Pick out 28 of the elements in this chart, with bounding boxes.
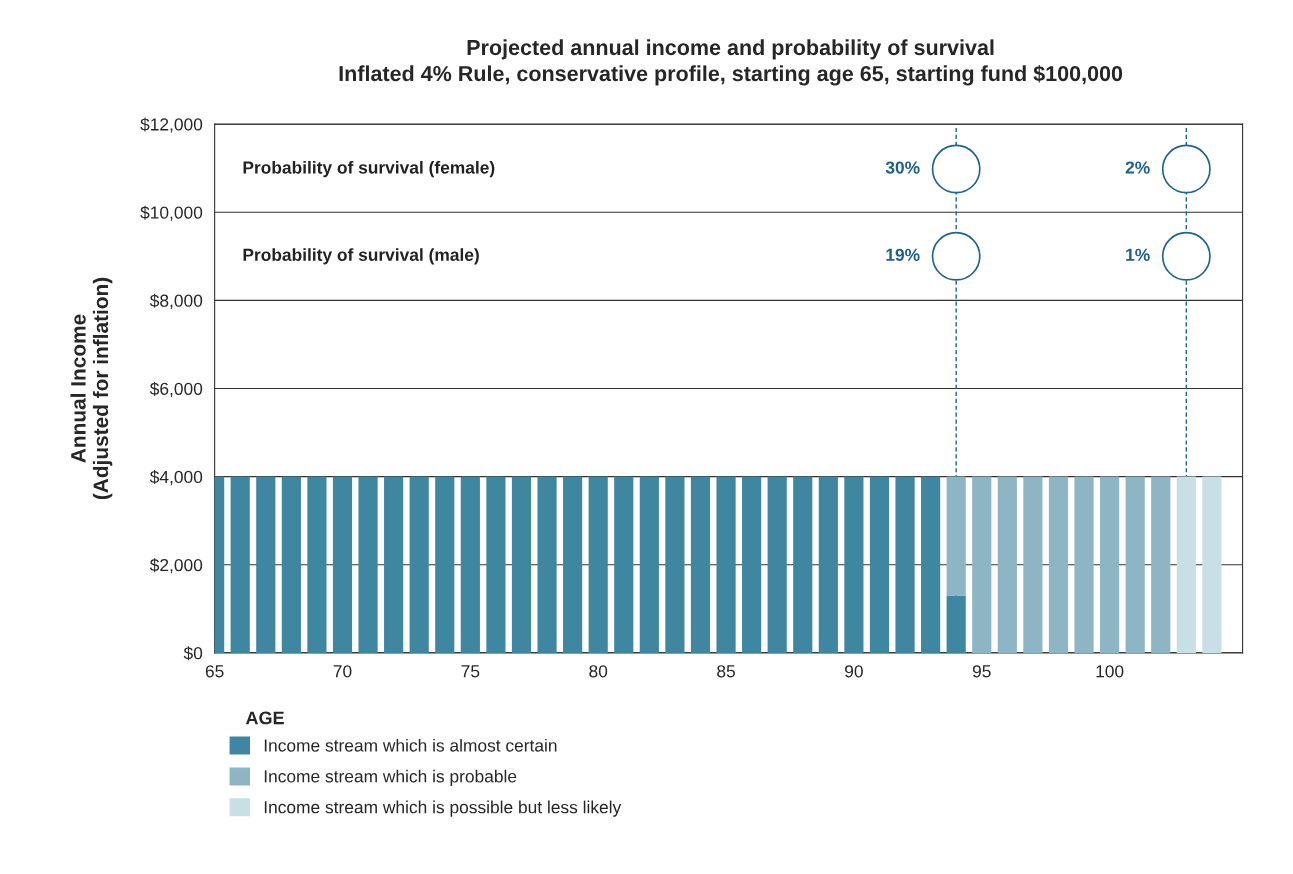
x-tick-label: 80 [589,665,608,678]
x-tick-label: 85 [717,665,735,678]
chart-subtitle: Inflated 4% Rule, conservative profile, starting age 65, starting fund $100,000 [339,64,1123,86]
y-tick-label: $10,000 [140,205,203,221]
annotation: Probability of survival (female) [243,160,495,178]
y-tick-label: $4,000 [149,470,203,486]
annotation: 1% [1126,248,1150,261]
legend-label: Income stream which is probable [264,769,517,786]
y-tick-label: $8,000 [149,293,203,309]
y-tick-label: $2,000 [149,558,203,574]
legend-label: Income stream which is possible but less likely [264,800,622,817]
x-tick-label: 75 [461,665,480,678]
annotation: 19% [886,248,920,261]
legend-label: Income stream which is almost certain [264,738,557,752]
x-tick-label: 95 [972,665,991,678]
y-tick-label: $12,000 [140,117,203,133]
y-axis-title: Annual Income (Adjusted for inflation) [70,277,113,500]
chart-title: Projected annual income and probability of survival [467,39,994,60]
annotation: Probability of survival (male) [243,248,479,265]
annotation: 2% [1125,161,1150,174]
x-tick-label: 70 [333,665,352,678]
y-tick-label: $0 [183,646,203,661]
x-tick-label: 100 [1096,665,1124,678]
y-tick-label: $6,000 [149,381,203,398]
x-axis-title: AGE [245,711,284,725]
x-tick-label: 65 [205,665,224,678]
annotation: 30% [885,161,920,174]
x-tick-label: 90 [845,665,863,678]
